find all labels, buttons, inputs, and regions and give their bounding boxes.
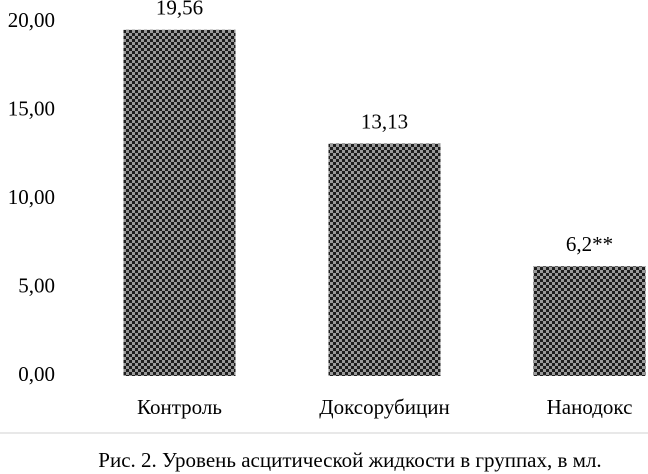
- y-tick-label: 5,00: [18, 273, 55, 297]
- y-tick-label: 0,00: [18, 362, 55, 386]
- bar: [123, 29, 236, 377]
- value-label: 19,56: [156, 0, 203, 20]
- caption: Рис. 2. Уровень асцитической жидкости в …: [98, 448, 601, 472]
- value-label: 13,13: [361, 109, 408, 133]
- bar: [328, 143, 441, 376]
- x-tick-label: Контроль: [137, 395, 222, 419]
- y-tick-label: 10,00: [8, 185, 55, 209]
- value-label: 6,2**: [566, 232, 613, 256]
- bar: [533, 266, 646, 376]
- y-tick-label: 15,00: [8, 96, 55, 120]
- y-tick-label: 20,00: [8, 8, 55, 32]
- x-tick-label: Нанодокс: [547, 395, 633, 419]
- x-tick-label: Доксорубицин: [319, 395, 449, 419]
